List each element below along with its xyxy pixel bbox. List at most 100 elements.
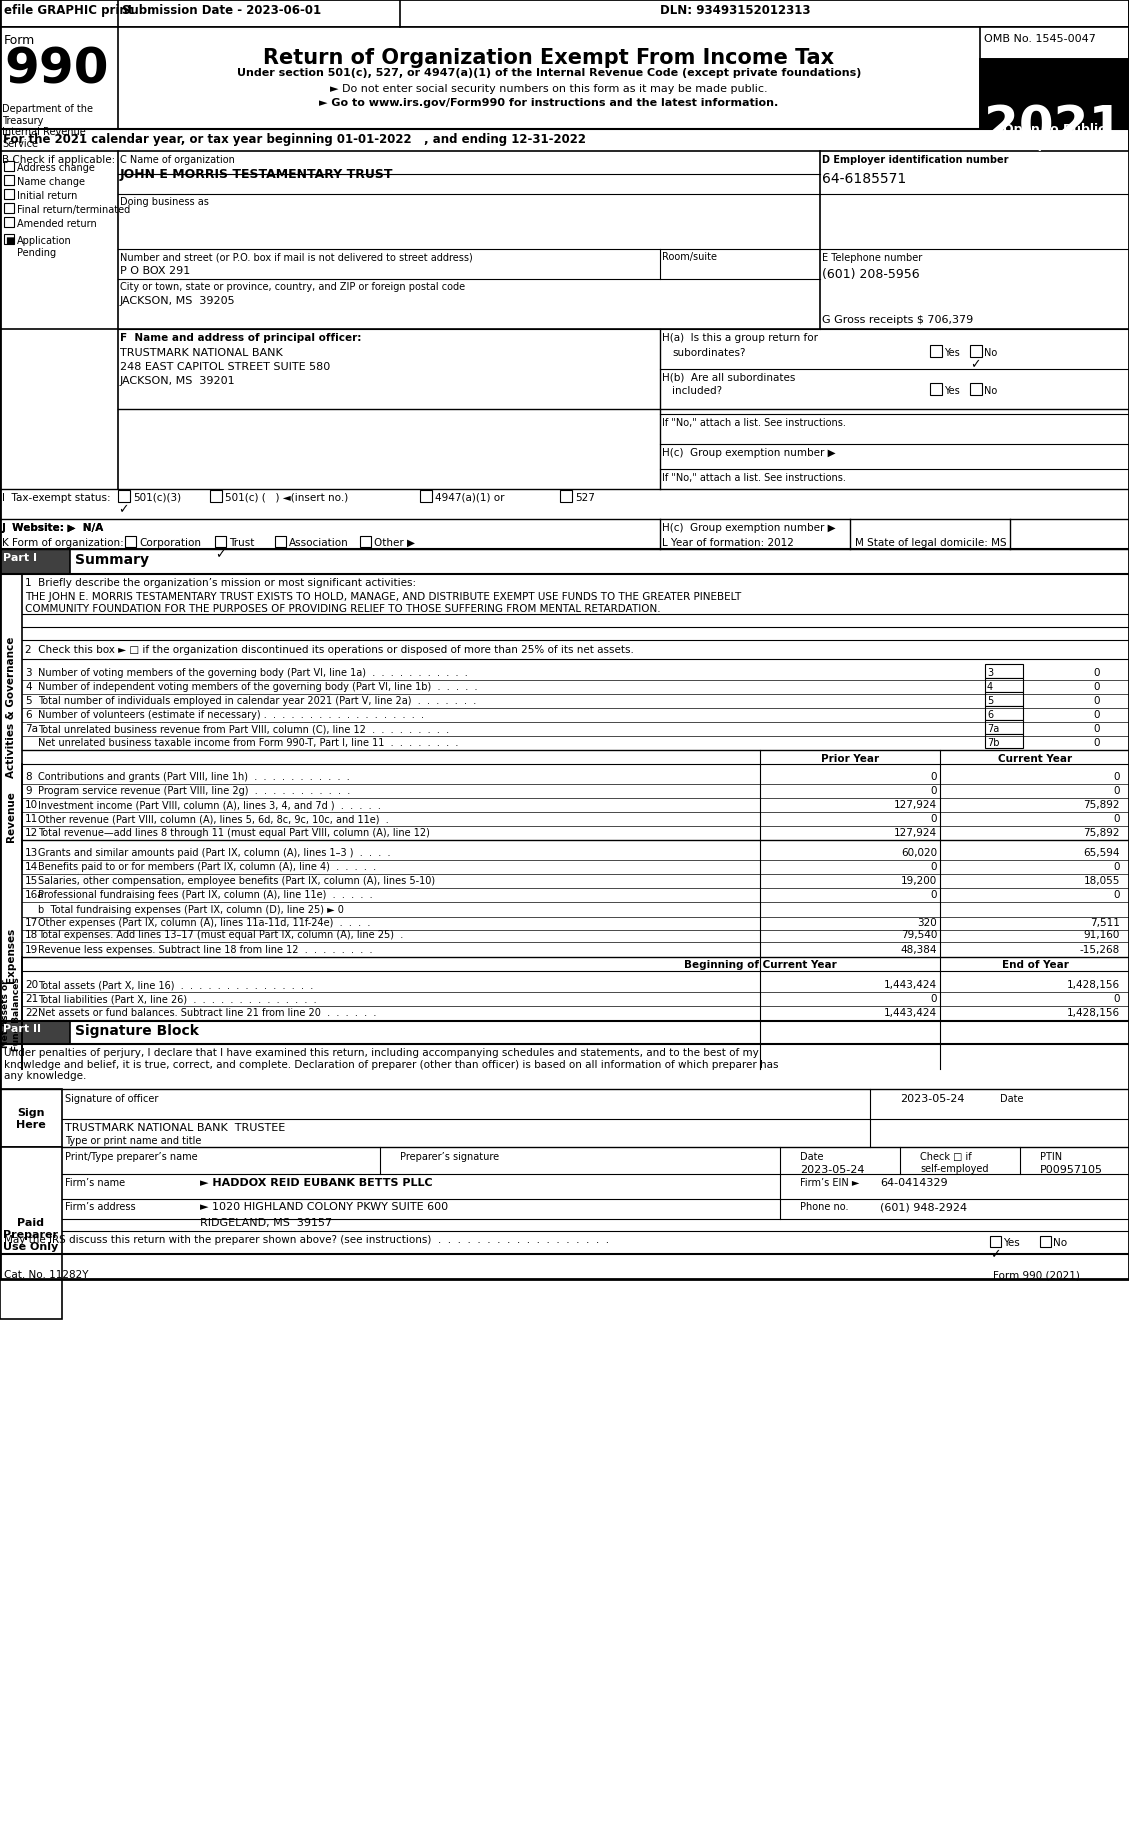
Text: ► 1020 HIGHLAND COLONY PKWY SUITE 600: ► 1020 HIGHLAND COLONY PKWY SUITE 600 [200,1200,448,1211]
Text: Room/suite: Room/suite [662,253,717,262]
Text: 1,443,424: 1,443,424 [884,979,937,990]
Text: Beginning of Current Year: Beginning of Current Year [684,959,837,970]
Text: Date: Date [800,1151,823,1162]
Bar [980,27,1129,130]
Text: Association: Association [289,538,349,547]
Text: Net assets or fund balances. Subtract line 21 from line 20  .  .  .  .  .  .: Net assets or fund balances. Subtract li… [38,1008,376,1017]
Text: Yes: Yes [1003,1237,1019,1248]
Text: G Gross receipts $ 706,379: G Gross receipts $ 706,379 [822,315,973,324]
Text: Sign
Here: Sign Here [16,1107,46,1129]
Text: P00957105: P00957105 [1040,1164,1103,1175]
Bar [984,679,1023,692]
Text: 2021: 2021 [984,102,1123,150]
Text: 20: 20 [25,979,38,990]
Text: H(a)  Is this a group return for: H(a) Is this a group return for [662,333,819,342]
Text: Firm’s name: Firm’s name [65,1177,125,1188]
Text: JOHN E MORRIS TESTAMENTARY TRUST: JOHN E MORRIS TESTAMENTARY TRUST [120,168,394,181]
Text: Revenue: Revenue [6,791,16,842]
Text: I  Tax-exempt status:: I Tax-exempt status: [2,492,111,503]
Text: 75,892: 75,892 [1084,800,1120,809]
Text: L Year of formation: 2012: L Year of formation: 2012 [662,538,794,547]
Text: J  Website: ▶  N/A: J Website: ▶ N/A [2,523,104,533]
Text: Return of Organization Exempt From Income Tax: Return of Organization Exempt From Incom… [263,48,834,68]
Text: Revenue less expenses. Subtract line 18 from line 12  .  .  .  .  .  .  .  .: Revenue less expenses. Subtract line 18 … [38,944,373,955]
Bar [0,1089,62,1147]
Bar [0,0,1129,1279]
Text: 7b: 7b [987,737,999,748]
Text: 21: 21 [25,994,38,1003]
Text: (601) 948-2924: (601) 948-2924 [879,1200,968,1211]
Text: Salaries, other compensation, employee benefits (Part IX, column (A), lines 5-10: Salaries, other compensation, employee b… [38,875,435,886]
Bar [984,721,1023,734]
Text: E Telephone number: E Telephone number [822,253,922,264]
Bar [0,0,1129,27]
Bar [5,218,14,229]
Text: Name change: Name change [17,178,85,187]
Text: PTIN: PTIN [1040,1151,1062,1162]
Text: 22: 22 [25,1008,38,1017]
Bar [0,1021,70,1045]
Text: ✓: ✓ [970,359,980,371]
Text: TRUSTMARK NATIONAL BANK: TRUSTMARK NATIONAL BANK [120,348,282,359]
Bar [5,190,14,199]
Text: 15: 15 [25,875,38,886]
Text: Total number of individuals employed in calendar year 2021 (Part V, line 2a)  . : Total number of individuals employed in … [38,695,476,706]
Bar [125,536,135,547]
Bar [984,706,1023,721]
Text: Activities & Governance: Activities & Governance [6,637,16,778]
Text: 75,892: 75,892 [1084,827,1120,838]
Text: 12: 12 [25,827,38,838]
Text: Paid
Preparer
Use Only: Paid Preparer Use Only [3,1217,59,1252]
Text: Signature Block: Signature Block [75,1023,199,1038]
Text: Form 990 (2021): Form 990 (2021) [994,1270,1080,1279]
Text: 320: 320 [917,917,937,928]
Text: ✓: ✓ [215,547,226,560]
Text: ► Do not enter social security numbers on this form as it may be made public.: ► Do not enter social security numbers o… [330,84,768,93]
Text: Signature of officer: Signature of officer [65,1093,158,1103]
Text: Summary: Summary [75,553,149,567]
Text: JACKSON, MS  39201: JACKSON, MS 39201 [120,375,236,386]
Text: 0: 0 [1113,772,1120,781]
Text: JACKSON, MS  39205: JACKSON, MS 39205 [120,296,236,306]
Text: 6: 6 [987,710,994,719]
Text: -15,268: -15,268 [1079,944,1120,955]
Text: RIDGELAND, MS  39157: RIDGELAND, MS 39157 [200,1217,332,1228]
Text: 501(c)(3): 501(c)(3) [133,492,181,503]
Text: Submission Date - 2023-06-01: Submission Date - 2023-06-01 [122,4,321,16]
Text: H(c)  Group exemption number ▶: H(c) Group exemption number ▶ [662,448,835,458]
Text: subordinates?: subordinates? [672,348,745,359]
Bar [1040,1237,1051,1248]
Text: Doing business as: Doing business as [120,198,209,207]
Text: 0: 0 [1094,681,1100,692]
Text: Preparer’s signature: Preparer’s signature [400,1151,499,1162]
Bar [420,490,432,503]
Text: 13: 13 [25,847,38,858]
Bar [930,384,942,395]
Text: Current Year: Current Year [998,754,1073,763]
Text: 1,443,424: 1,443,424 [884,1008,937,1017]
Bar [970,384,982,395]
Bar [984,664,1023,679]
Text: Number of independent voting members of the governing body (Part VI, line 1b)  .: Number of independent voting members of … [38,681,478,692]
Text: 65,594: 65,594 [1084,847,1120,858]
Text: 5: 5 [987,695,994,706]
Text: Final return/terminated: Final return/terminated [17,205,130,214]
Text: Corporation: Corporation [139,538,201,547]
Text: No: No [984,386,997,395]
Text: OMB No. 1545-0047: OMB No. 1545-0047 [984,35,1096,44]
Text: 1,428,156: 1,428,156 [1067,979,1120,990]
Text: 4947(a)(1) or: 4947(a)(1) or [435,492,505,503]
Text: 1  Briefly describe the organization’s mission or most significant activities:: 1 Briefly describe the organization’s mi… [25,578,417,587]
Text: 527: 527 [575,492,595,503]
Text: Expenses: Expenses [6,926,16,983]
Bar [0,27,1129,130]
Text: 4: 4 [25,681,32,692]
Text: Under section 501(c), 527, or 4947(a)(1) of the Internal Revenue Code (except pr: Under section 501(c), 527, or 4947(a)(1)… [237,68,861,79]
Text: 0: 0 [1113,994,1120,1003]
Text: If "No," attach a list. See instructions.: If "No," attach a list. See instructions… [662,472,846,483]
Bar [980,60,1129,130]
Text: 7a: 7a [987,723,999,734]
Text: Address change: Address change [17,163,95,172]
Text: 1,428,156: 1,428,156 [1067,1008,1120,1017]
Text: Total revenue—add lines 8 through 11 (must equal Part VIII, column (A), line 12): Total revenue—add lines 8 through 11 (mu… [38,827,430,838]
